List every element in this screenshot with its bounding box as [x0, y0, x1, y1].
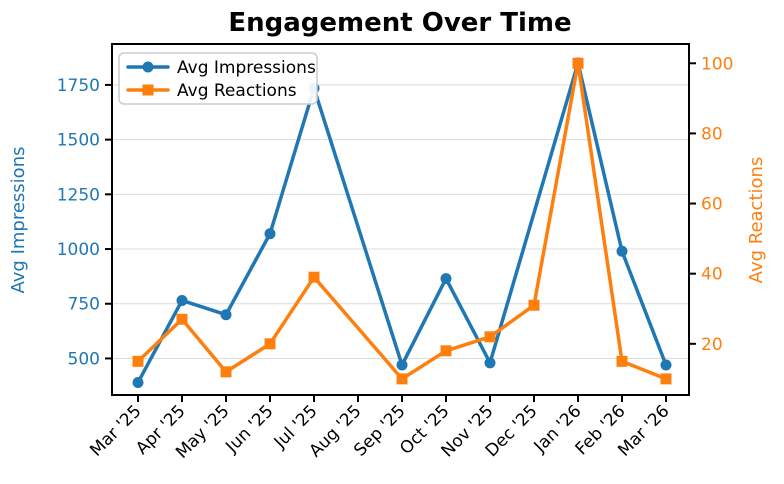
data-point-marker: [440, 345, 452, 357]
data-point-marker: [176, 294, 188, 306]
data-point-marker: [440, 273, 452, 285]
axis-ticks: 500 750 1000 1250 1500 1750 20 40 60 80 100 Mar '25…: [57, 54, 734, 463]
left-tick-label: 1750: [57, 76, 100, 96]
legend-label: Avg Impressions: [177, 58, 316, 78]
right-axis-label: Avg Reactions: [746, 157, 767, 284]
data-point-marker: [308, 271, 320, 283]
data-point-marker: [660, 359, 672, 371]
right-tick-label: 20: [701, 335, 723, 355]
legend: Avg Impressions Avg Reactions: [118, 52, 318, 105]
chart-title: Engagement Over Time: [228, 8, 571, 38]
data-point-marker: [264, 228, 276, 240]
data-point-marker: [264, 338, 276, 350]
data-point-marker: [132, 377, 144, 389]
left-tick-label: 1250: [57, 185, 100, 205]
data-point-marker: [484, 331, 496, 343]
data-point-marker: [616, 355, 628, 367]
data-point-marker: [484, 357, 496, 369]
data-point-marker: [396, 359, 408, 371]
right-tick-label: 60: [701, 195, 723, 215]
legend-label: Avg Reactions: [177, 81, 297, 101]
data-point-marker: [220, 366, 232, 378]
data-point-marker: [132, 355, 144, 367]
data-point-marker: [660, 373, 672, 385]
data-point-marker: [528, 299, 540, 311]
left-axis-label: Avg Impressions: [8, 147, 29, 294]
left-tick-label: 750: [68, 295, 100, 315]
series-line-avg-reactions: [136, 61, 668, 381]
data-point-marker: [572, 57, 584, 69]
x-tick-label: Jun '25: [221, 401, 277, 457]
right-tick-label: 40: [701, 265, 723, 285]
left-tick-label: 1000: [57, 240, 100, 260]
legend-square-marker-icon: [142, 84, 154, 96]
legend-circle-marker-icon: [142, 61, 154, 73]
left-tick-label: 500: [68, 349, 100, 369]
x-tick-label: Mar '25: [86, 401, 145, 460]
plot-border: [111, 43, 690, 396]
left-tick-label: 1500: [57, 131, 100, 151]
data-point-marker: [396, 373, 408, 385]
data-series: [132, 57, 672, 389]
data-point-marker: [176, 313, 188, 325]
right-tick-label: 80: [701, 124, 723, 144]
right-tick-label: 100: [701, 54, 733, 74]
data-point-marker: [220, 309, 232, 321]
data-point-marker: [616, 245, 628, 257]
